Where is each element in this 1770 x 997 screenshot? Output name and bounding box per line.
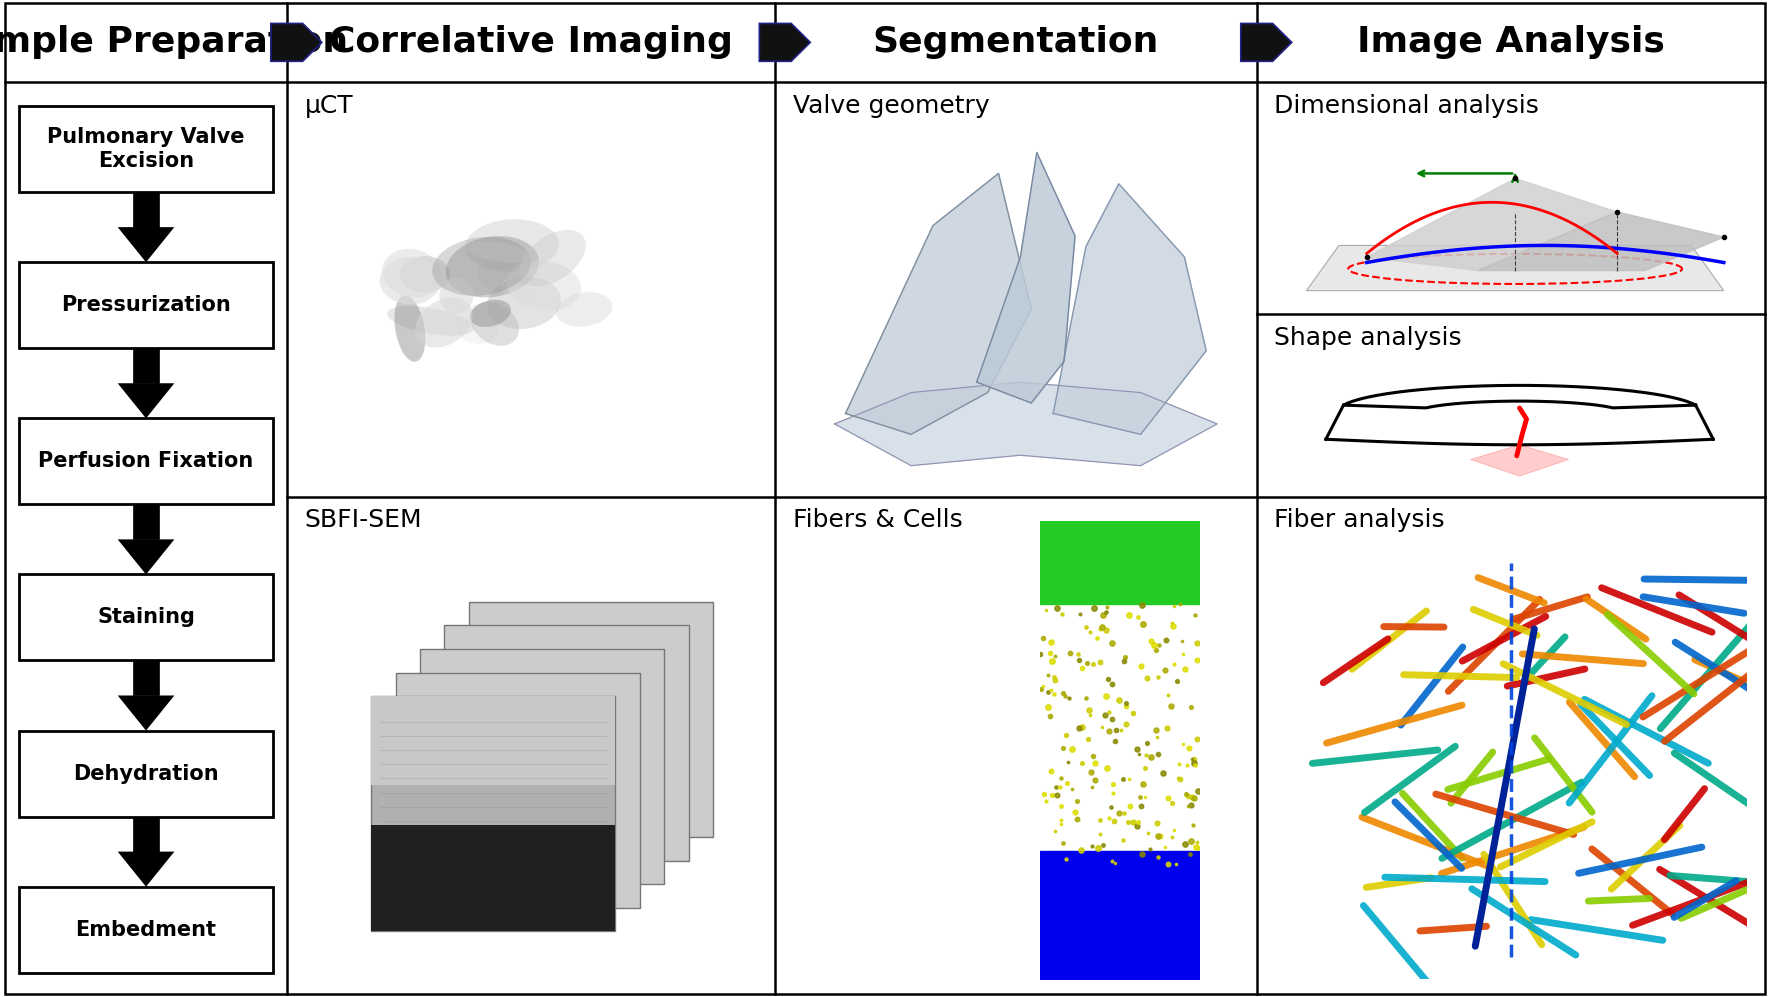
Bar [133, 348, 159, 383]
Ellipse shape [439, 277, 474, 314]
Ellipse shape [501, 279, 535, 306]
Text: Perfusion Fixation: Perfusion Fixation [39, 452, 253, 472]
Ellipse shape [381, 257, 441, 305]
Text: Pulmonary Valve
Excision: Pulmonary Valve Excision [48, 128, 244, 170]
Ellipse shape [466, 219, 559, 272]
Bar [133, 817, 159, 851]
Text: Fibers & Cells: Fibers & Cells [793, 508, 963, 532]
Bar [19, 106, 273, 192]
Text: Fiber analysis: Fiber analysis [1274, 508, 1444, 532]
Ellipse shape [506, 260, 581, 310]
Text: Correlative Imaging: Correlative Imaging [329, 25, 733, 60]
Text: Staining: Staining [97, 607, 195, 627]
Text: Segmentation: Segmentation [873, 25, 1159, 60]
Polygon shape [1471, 445, 1568, 476]
Bar [133, 504, 159, 539]
Ellipse shape [471, 302, 519, 346]
Polygon shape [372, 696, 616, 786]
Text: μCT: μCT [304, 94, 352, 118]
Ellipse shape [388, 306, 474, 336]
Polygon shape [117, 539, 173, 574]
Ellipse shape [382, 249, 441, 298]
Ellipse shape [395, 295, 425, 362]
Polygon shape [1241, 24, 1292, 62]
Polygon shape [117, 227, 173, 262]
Ellipse shape [487, 277, 561, 329]
Ellipse shape [519, 230, 586, 286]
Polygon shape [271, 24, 322, 62]
Ellipse shape [400, 256, 450, 292]
Polygon shape [117, 851, 173, 886]
Bar [133, 660, 159, 696]
Text: SBFI-SEM: SBFI-SEM [304, 508, 421, 532]
Text: Sample Preparation: Sample Preparation [0, 25, 349, 60]
Text: Shape analysis: Shape analysis [1274, 326, 1462, 350]
Polygon shape [419, 649, 664, 884]
Bar [19, 419, 273, 504]
Polygon shape [759, 24, 811, 62]
Bar [133, 192, 159, 227]
Polygon shape [469, 602, 713, 837]
Polygon shape [395, 673, 641, 908]
Polygon shape [1053, 183, 1205, 435]
Text: Image Analysis: Image Analysis [1358, 25, 1664, 60]
Ellipse shape [432, 237, 531, 296]
Polygon shape [977, 153, 1074, 403]
Bar [19, 731, 273, 817]
Polygon shape [846, 173, 1032, 435]
Ellipse shape [478, 254, 531, 293]
Polygon shape [1306, 245, 1724, 291]
Polygon shape [117, 383, 173, 419]
Text: Embedment: Embedment [76, 919, 216, 939]
Ellipse shape [455, 305, 501, 344]
Ellipse shape [446, 236, 540, 297]
Ellipse shape [414, 297, 473, 348]
Polygon shape [372, 826, 616, 931]
Bar [19, 574, 273, 660]
Ellipse shape [469, 300, 512, 327]
Text: Dehydration: Dehydration [73, 764, 219, 784]
Polygon shape [444, 625, 689, 860]
Text: Pressurization: Pressurization [62, 295, 230, 315]
Polygon shape [117, 696, 173, 731]
Ellipse shape [556, 292, 612, 327]
Polygon shape [1343, 386, 1696, 408]
Polygon shape [372, 696, 616, 931]
Ellipse shape [466, 241, 531, 262]
Polygon shape [835, 382, 1218, 466]
Polygon shape [1366, 178, 1618, 270]
Bar [19, 262, 273, 348]
Bar [19, 886, 273, 973]
Text: Valve geometry: Valve geometry [793, 94, 989, 118]
Polygon shape [1478, 212, 1724, 270]
Text: Dimensional analysis: Dimensional analysis [1274, 94, 1540, 118]
